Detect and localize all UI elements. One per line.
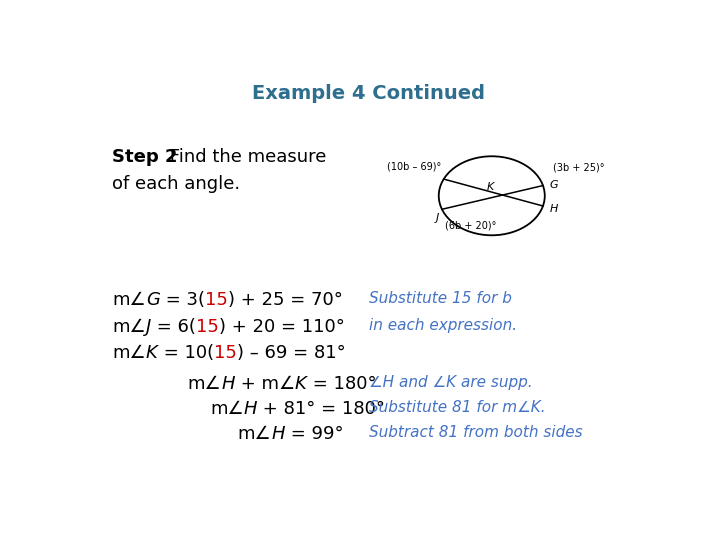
Text: 15: 15 — [214, 344, 237, 362]
Text: Substitute 81 for m∠K.: Substitute 81 for m∠K. — [369, 400, 546, 415]
Text: ) + 25 = 70°: ) + 25 = 70° — [228, 292, 343, 309]
Text: (10b – 69)°: (10b – 69)° — [387, 161, 441, 172]
Text: K: K — [146, 344, 158, 362]
Text: (3b + 25)°: (3b + 25)° — [553, 162, 605, 172]
Text: m∠: m∠ — [188, 375, 221, 393]
Text: Step 2: Step 2 — [112, 148, 178, 166]
Text: J: J — [436, 213, 439, 222]
Text: H: H — [271, 426, 285, 443]
Text: ∠H and ∠K are supp.: ∠H and ∠K are supp. — [369, 375, 533, 389]
Text: H: H — [549, 204, 558, 214]
Text: = 180°: = 180° — [307, 375, 377, 393]
Text: + 81° = 180°: + 81° = 180° — [257, 400, 385, 418]
Text: ) + 20 = 110°: ) + 20 = 110° — [219, 319, 345, 336]
Text: = 3(: = 3( — [160, 292, 205, 309]
Text: m∠: m∠ — [238, 426, 271, 443]
Text: Subtract 81 from both sides: Subtract 81 from both sides — [369, 426, 582, 440]
Text: G: G — [146, 292, 160, 309]
Text: Find the measure: Find the measure — [163, 148, 326, 166]
Text: = 6(: = 6( — [151, 319, 196, 336]
Text: = 99°: = 99° — [285, 426, 343, 443]
Text: K: K — [487, 182, 494, 192]
Text: G: G — [549, 180, 558, 190]
Text: 15: 15 — [205, 292, 228, 309]
Text: m∠: m∠ — [210, 400, 243, 418]
Text: m∠: m∠ — [112, 292, 146, 309]
Text: m∠: m∠ — [112, 319, 146, 336]
Text: Example 4 Continued: Example 4 Continued — [253, 84, 485, 103]
Text: + m∠: + m∠ — [235, 375, 295, 393]
Text: in each expression.: in each expression. — [369, 319, 517, 333]
Text: H: H — [243, 400, 257, 418]
Text: of each angle.: of each angle. — [112, 175, 240, 193]
Text: H: H — [221, 375, 235, 393]
Text: = 10(: = 10( — [158, 344, 214, 362]
Text: 15: 15 — [196, 319, 219, 336]
Text: m∠: m∠ — [112, 344, 146, 362]
Text: Substitute 15 for b: Substitute 15 for b — [369, 292, 512, 306]
Text: K: K — [295, 375, 307, 393]
Text: (6b + 20)°: (6b + 20)° — [445, 221, 496, 231]
Text: J: J — [146, 319, 151, 336]
Text: ) – 69 = 81°: ) – 69 = 81° — [237, 344, 346, 362]
